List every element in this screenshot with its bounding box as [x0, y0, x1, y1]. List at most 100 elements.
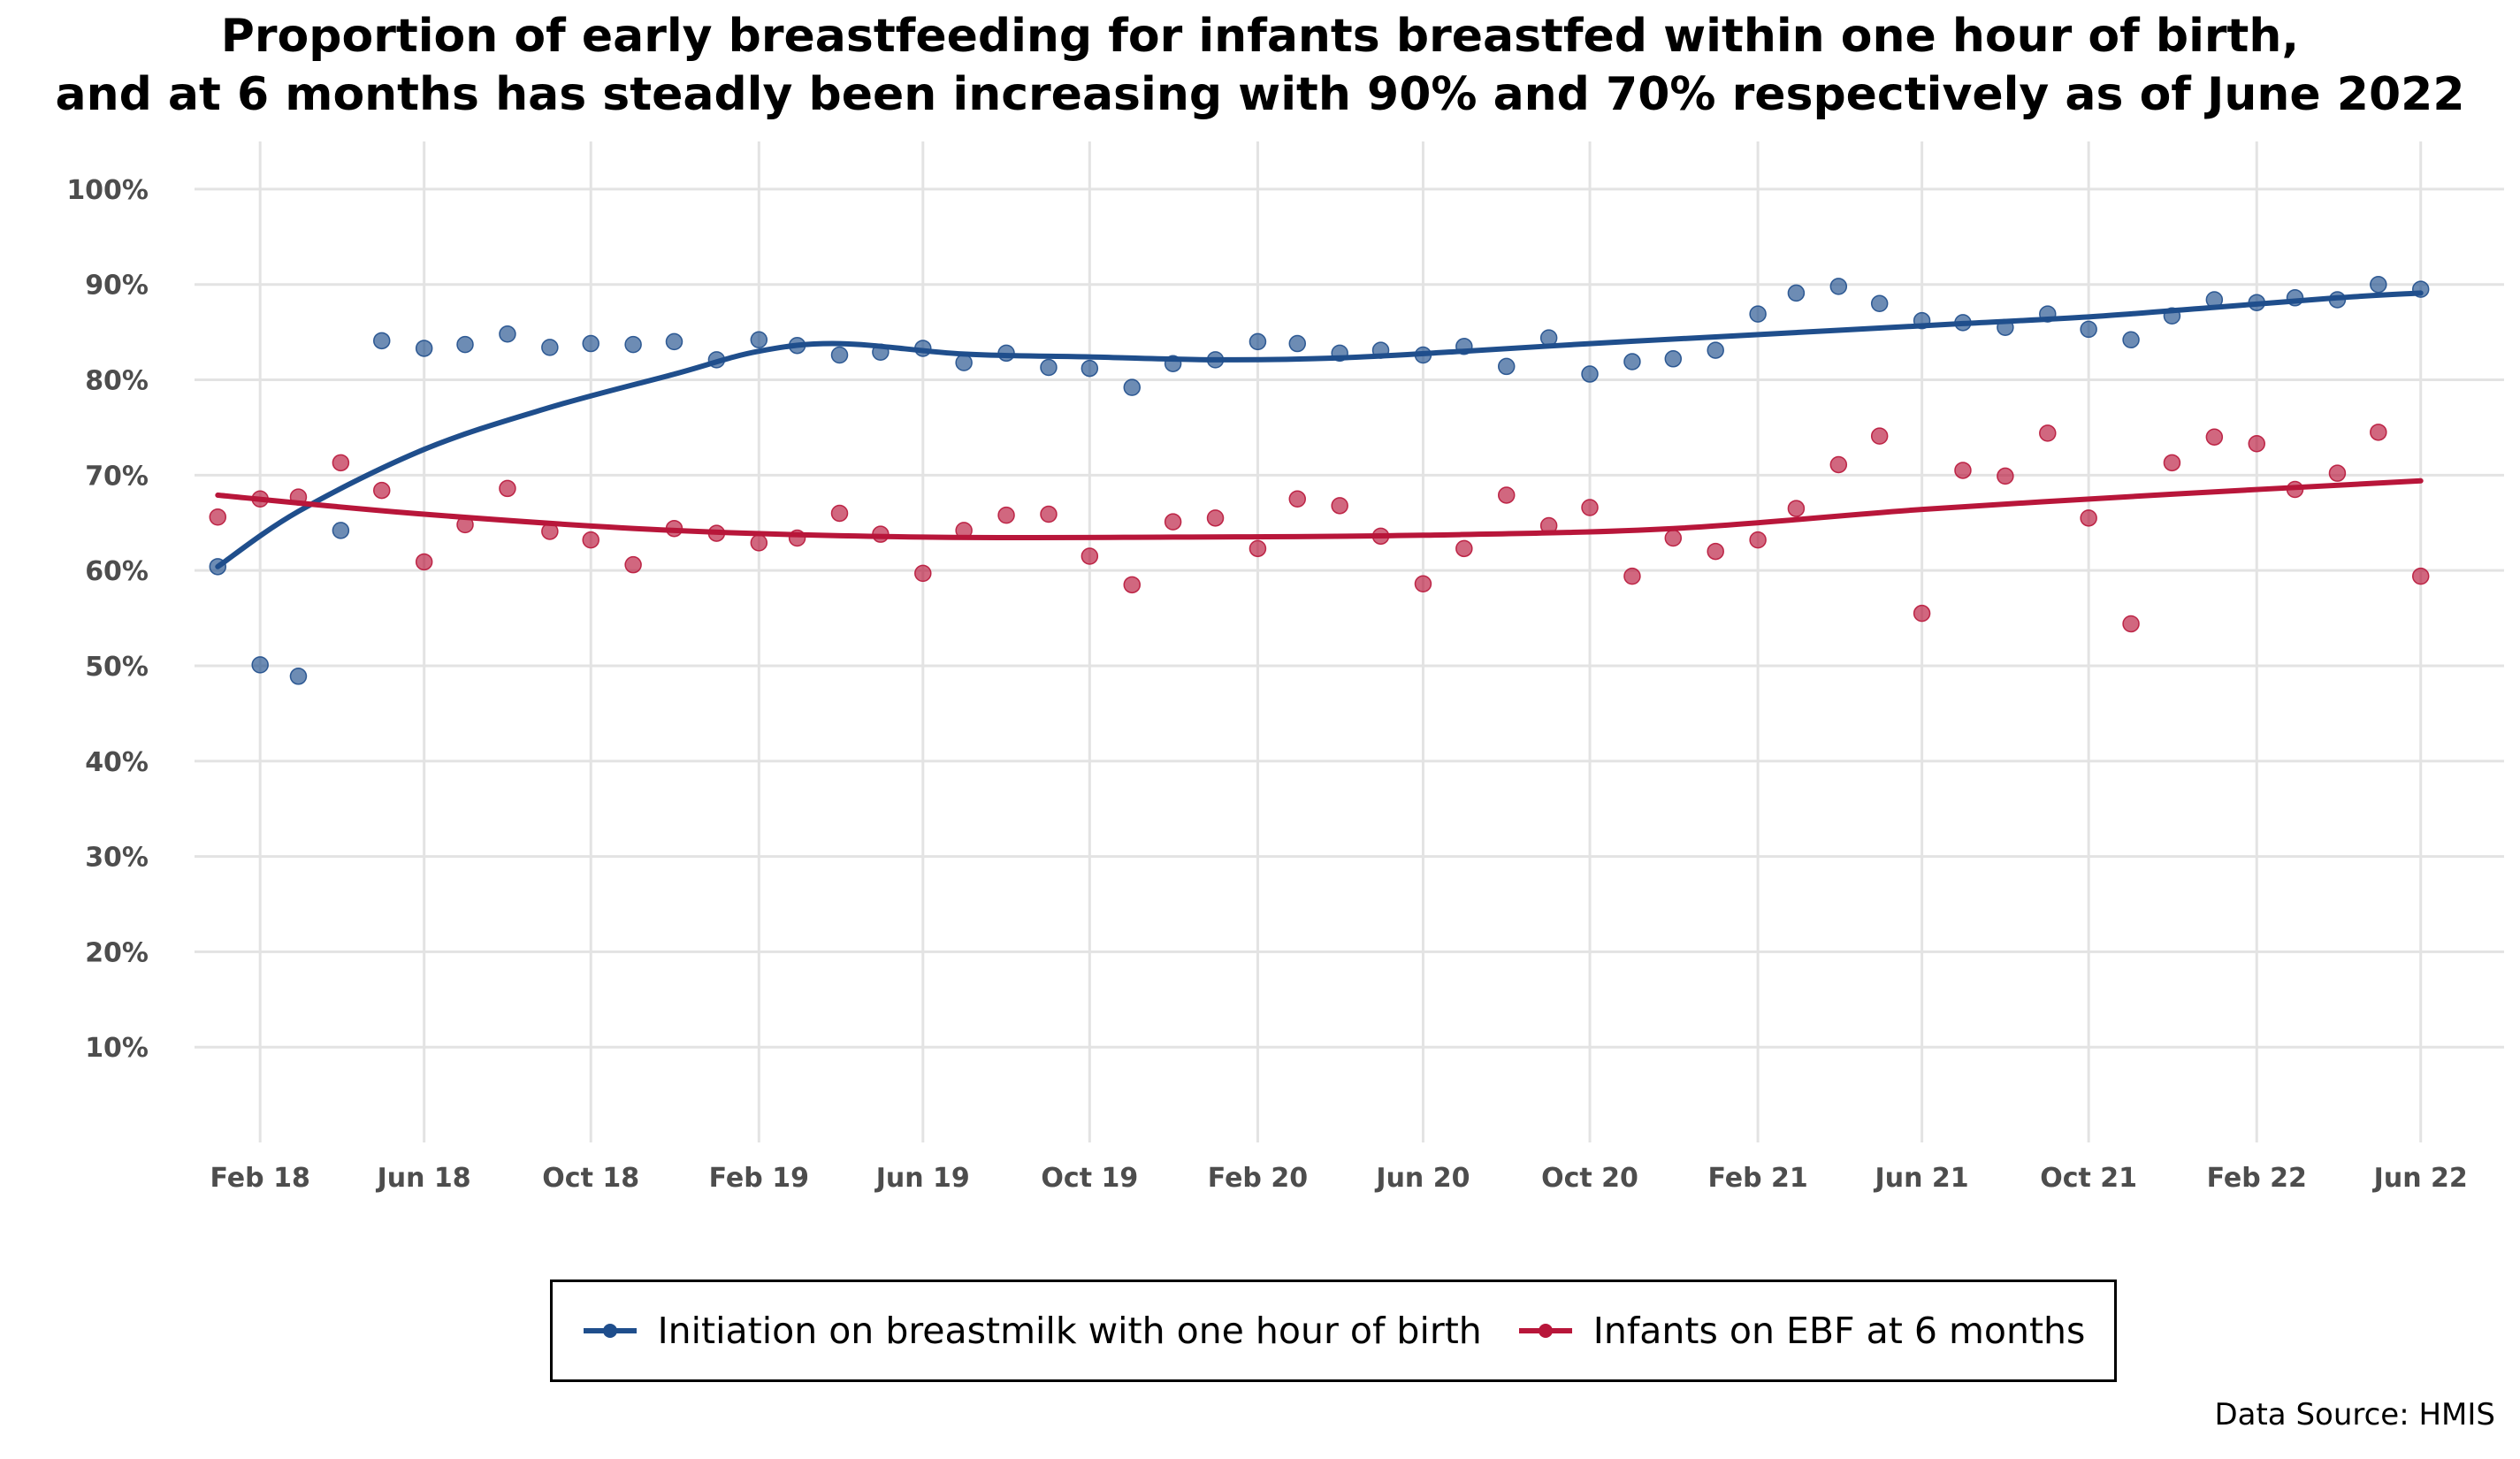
x-tick-label: Jun 18	[376, 1163, 471, 1194]
x-tick-label: Oct 19	[1041, 1163, 1138, 1194]
chart-title-line-2: and at 6 months has steadly been increas…	[55, 68, 2465, 121]
data-point	[2122, 331, 2140, 348]
legend-label-initiation: Initiation on breastmilk with one hour o…	[657, 1310, 1482, 1352]
data-point	[830, 504, 849, 523]
data-point	[251, 656, 269, 674]
data-point	[1455, 539, 1473, 558]
data-source-note: Data Source: HMIS	[2214, 1397, 2495, 1432]
data-point	[997, 506, 1015, 524]
data-point	[1164, 513, 1182, 531]
data-point	[1870, 427, 1889, 445]
legend-key-ebf	[1518, 1324, 1572, 1338]
legend: Initiation on breastmilk with one hour o…	[550, 1279, 2117, 1382]
data-point	[582, 531, 599, 549]
data-point	[750, 331, 768, 348]
data-point	[1913, 604, 1931, 623]
data-point	[1331, 497, 1348, 515]
data-point	[1707, 341, 1724, 359]
data-point	[1664, 350, 1683, 368]
y-tick-label: 70%	[85, 461, 149, 492]
data-point	[750, 534, 768, 552]
data-point	[1497, 357, 1516, 376]
y-tick-label: 40%	[85, 747, 149, 778]
data-point	[332, 522, 350, 539]
chart-title: Proportion of early breastfeeding for in…	[0, 7, 2520, 124]
data-point	[2411, 567, 2430, 585]
data-point	[2080, 320, 2097, 339]
data-point	[209, 508, 227, 526]
data-point	[1829, 278, 1848, 295]
data-point	[665, 332, 683, 351]
data-point	[1787, 284, 1806, 302]
legend-item-initiation: Initiation on breastmilk with one hour o…	[582, 1310, 1482, 1352]
data-point	[2205, 428, 2224, 446]
data-point	[415, 553, 433, 571]
x-tick-label: Oct 21	[2040, 1163, 2137, 1194]
data-point	[2370, 424, 2387, 441]
x-tick-label: Feb 22	[2207, 1163, 2307, 1194]
data-point	[1581, 499, 1599, 516]
x-tick-label: Feb 21	[1707, 1163, 1807, 1194]
data-point	[2328, 464, 2347, 482]
y-tick-label: 20%	[85, 937, 149, 968]
data-point	[1081, 547, 1099, 565]
data-point	[2163, 454, 2181, 472]
data-point	[289, 668, 308, 685]
trend-line-1	[215, 477, 2424, 541]
data-point	[624, 335, 642, 354]
x-tick-label: Jun 20	[1374, 1163, 1470, 1194]
data-point	[1749, 305, 1767, 323]
legend-label-ebf: Infants on EBF at 6 months	[1592, 1310, 2086, 1352]
data-point	[1954, 462, 1972, 479]
data-point	[1997, 467, 2014, 485]
data-point	[415, 340, 433, 357]
data-point	[456, 335, 474, 354]
data-point	[1123, 576, 1142, 594]
data-point	[2080, 509, 2097, 527]
data-point	[2039, 424, 2057, 442]
data-point	[1249, 539, 1267, 558]
data-point	[624, 555, 642, 574]
x-tick-label: Feb 18	[210, 1163, 310, 1194]
y-tick-label: 100%	[66, 175, 149, 206]
y-tick-label: 30%	[85, 843, 149, 874]
data-point	[541, 339, 559, 356]
data-point	[372, 481, 391, 500]
x-tick-label: Oct 20	[1541, 1163, 1638, 1194]
data-point	[1497, 486, 1516, 504]
x-tick-label: Feb 20	[1208, 1163, 1308, 1194]
data-point	[499, 325, 516, 343]
data-point	[1414, 575, 1432, 592]
data-point	[2248, 435, 2266, 453]
legend-item-ebf: Infants on EBF at 6 months	[1517, 1310, 2086, 1352]
legend-key-dot	[1538, 1324, 1553, 1338]
data-point	[1707, 542, 1724, 561]
data-point	[1206, 509, 1225, 527]
series-points-0	[209, 275, 2430, 685]
data-point	[1829, 455, 1848, 474]
data-point	[372, 332, 391, 350]
trend-line-0	[215, 290, 2424, 569]
data-point	[1581, 365, 1599, 383]
x-tick-label: Jun 21	[1874, 1163, 1969, 1194]
data-point	[1081, 359, 1099, 378]
data-point	[582, 334, 599, 353]
data-point	[955, 354, 973, 371]
series-points-1	[209, 424, 2430, 633]
data-point	[2370, 275, 2387, 294]
data-point	[2122, 615, 2140, 633]
x-tick-label: Oct 18	[542, 1163, 639, 1194]
y-tick-label: 90%	[85, 271, 149, 302]
legend-key-dot	[602, 1324, 617, 1338]
x-tick-label: Feb 19	[709, 1163, 809, 1194]
data-point	[1040, 505, 1058, 523]
data-point	[1040, 358, 1058, 377]
data-point	[1123, 378, 1142, 396]
data-point	[1288, 490, 1307, 508]
data-point	[1664, 529, 1683, 547]
gridlines	[195, 141, 2504, 1142]
y-tick-label: 10%	[85, 1033, 149, 1064]
data-point	[1623, 353, 1641, 370]
